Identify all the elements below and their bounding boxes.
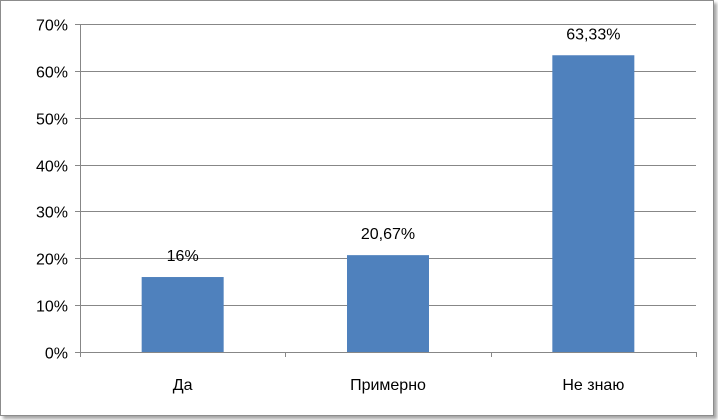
y-tick-label: 70% bbox=[36, 18, 68, 35]
data-label: 20,67% bbox=[361, 226, 415, 243]
y-tick-label: 60% bbox=[36, 65, 68, 82]
data-label: 16% bbox=[167, 248, 199, 265]
category-label: Не знаю bbox=[562, 377, 624, 394]
category-label: Примерно bbox=[350, 377, 426, 394]
bar bbox=[347, 255, 429, 352]
bars bbox=[141, 55, 635, 352]
y-tick-label: 50% bbox=[36, 112, 68, 129]
bar bbox=[141, 277, 224, 352]
category-label: Да bbox=[173, 377, 193, 394]
bar bbox=[552, 55, 635, 352]
y-tick-label: 10% bbox=[36, 299, 68, 316]
axes bbox=[75, 24, 697, 357]
y-tick-label: 40% bbox=[36, 159, 68, 176]
y-tick-label: 20% bbox=[36, 252, 68, 269]
labels: 0% 10% 20% 30% 40% 50% 60% 70% 16% Да 20,67% Пример… bbox=[36, 18, 624, 395]
y-tick-label: 0% bbox=[45, 346, 68, 363]
y-tick-label: 30% bbox=[36, 205, 68, 222]
data-label: 63,33% bbox=[566, 26, 620, 43]
